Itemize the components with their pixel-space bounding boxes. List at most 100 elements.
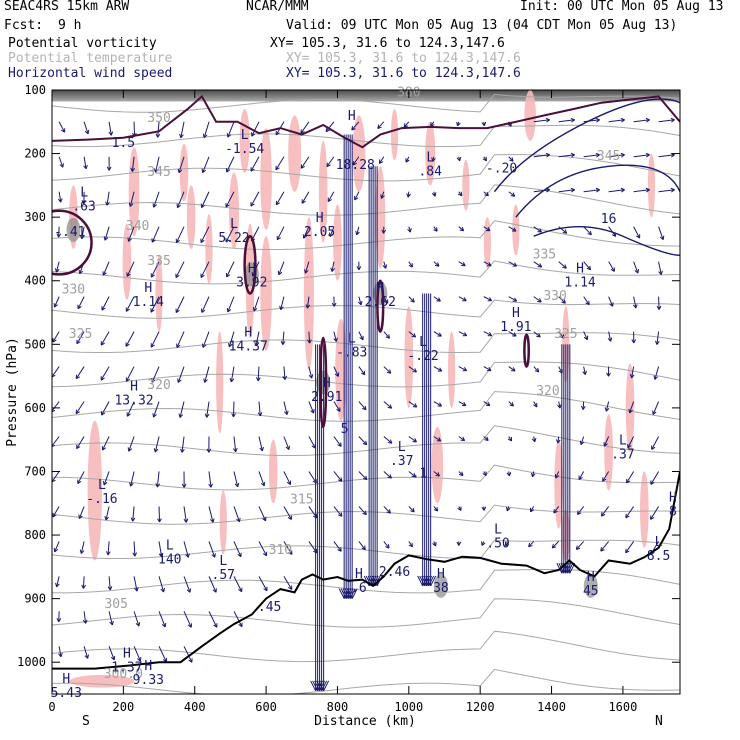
wind-vector xyxy=(58,646,62,657)
hl-value: 2.05 xyxy=(304,225,335,240)
wind-arrowhead xyxy=(200,203,206,209)
wind-vector xyxy=(600,541,610,552)
hl-letter: H xyxy=(144,281,152,296)
pv-fill-blob xyxy=(179,144,189,202)
wind-arrowhead xyxy=(386,509,391,514)
hl-value: .50 xyxy=(486,536,509,551)
wind-vector xyxy=(651,436,660,450)
theta-contour xyxy=(52,569,680,594)
wind-arrowhead xyxy=(52,408,56,413)
wind-vector xyxy=(250,156,260,172)
wind-arrowhead xyxy=(337,512,343,517)
wind-vector xyxy=(383,401,392,409)
wind-arrowhead xyxy=(284,410,289,415)
wind-vector xyxy=(225,191,235,208)
wind-arrowhead xyxy=(80,234,85,240)
wind-vector xyxy=(103,471,110,486)
y-tick-label: 300 xyxy=(24,210,46,224)
wind-arrowhead xyxy=(600,547,605,552)
wind-arrowhead xyxy=(302,234,308,239)
wind-arrowhead xyxy=(557,404,562,409)
wind-arrowhead xyxy=(586,265,592,271)
wind-vector xyxy=(178,156,185,173)
wind-arrowhead xyxy=(462,332,468,337)
wind-arrowhead xyxy=(179,133,184,139)
wind-arrowhead xyxy=(125,342,130,347)
wind-arrowhead xyxy=(607,337,613,342)
wind-vector xyxy=(301,191,310,204)
wind-arrowhead xyxy=(213,623,218,628)
wind-vector xyxy=(575,541,585,550)
pv-fill-blob xyxy=(524,90,536,141)
hl-value: -.83 xyxy=(336,346,367,361)
wind-arrowhead xyxy=(482,471,487,476)
hl-letter: H xyxy=(512,306,520,321)
wind-arrowhead xyxy=(125,377,131,382)
wind-vector xyxy=(225,226,235,243)
wind-vector xyxy=(258,401,261,416)
wind-vector xyxy=(154,436,160,453)
wind-vector xyxy=(251,121,260,137)
wind-arrowhead xyxy=(108,131,114,136)
wind-arrowhead xyxy=(151,378,156,383)
theta-contour xyxy=(52,361,680,388)
wind-arrowhead xyxy=(356,266,362,271)
wind-arrowhead xyxy=(105,201,110,206)
wind-arrowhead xyxy=(437,402,443,407)
wind-arrowhead xyxy=(650,480,655,485)
wind-vector xyxy=(508,366,516,372)
wind-arrowhead xyxy=(188,658,193,663)
wind-vector xyxy=(483,331,492,337)
wind-arrowhead xyxy=(176,343,181,348)
wind-arrowhead xyxy=(208,483,213,488)
wind-vector xyxy=(508,226,517,232)
wind-arrowhead xyxy=(460,436,466,442)
wind-arrowhead xyxy=(54,268,60,273)
plot-frame xyxy=(51,89,681,695)
wind-arrowhead xyxy=(337,442,342,447)
wind-arrowhead xyxy=(185,553,190,558)
wind-vector xyxy=(228,331,235,348)
wind-arrowhead xyxy=(481,506,487,511)
hl-value: 9.33 xyxy=(133,673,164,688)
wind-arrowhead xyxy=(629,374,635,379)
wind-vector xyxy=(354,191,360,201)
wind-vector xyxy=(555,471,560,479)
wind-vector xyxy=(283,471,291,485)
init-time: Init: 00 UTC Mon 05 Aug 13 xyxy=(520,0,724,14)
wind-vector xyxy=(458,401,467,407)
wind-vector xyxy=(83,121,89,135)
wind-arrowhead xyxy=(386,369,392,374)
wind-vector xyxy=(300,156,310,169)
pv-fill-blob xyxy=(333,204,342,281)
pv-contour xyxy=(319,336,328,429)
wind-arrowhead xyxy=(55,582,60,588)
wind-vector xyxy=(52,331,60,343)
wind-arrowhead xyxy=(362,440,368,446)
wind-vector xyxy=(183,576,191,593)
wind-vector xyxy=(201,296,210,313)
wind-vector xyxy=(433,331,442,337)
wind-arrowhead xyxy=(75,409,80,415)
wind-arrowhead xyxy=(102,481,108,486)
wind-arrowhead xyxy=(155,483,161,488)
wind-vector xyxy=(383,506,391,514)
wind-arrowhead xyxy=(150,308,155,313)
wind-arrowhead xyxy=(200,238,205,243)
pv-fill-blob xyxy=(483,217,491,269)
wind-vector xyxy=(150,296,160,313)
wind-vector xyxy=(433,436,442,442)
wind-arrowhead xyxy=(153,168,159,173)
wind-vector xyxy=(633,296,637,309)
hl-value: 1.14 xyxy=(133,295,164,310)
wind-arrowhead xyxy=(333,337,338,342)
wind-arrowhead xyxy=(337,477,343,482)
wind-vector xyxy=(77,296,85,309)
wind-arrowhead xyxy=(653,375,659,380)
pv-fill-blob xyxy=(122,223,132,300)
wind-vector xyxy=(82,576,85,589)
theta-contour xyxy=(52,299,680,319)
wind-arrowhead xyxy=(275,165,280,171)
x-tick-label: 1200 xyxy=(466,700,495,714)
